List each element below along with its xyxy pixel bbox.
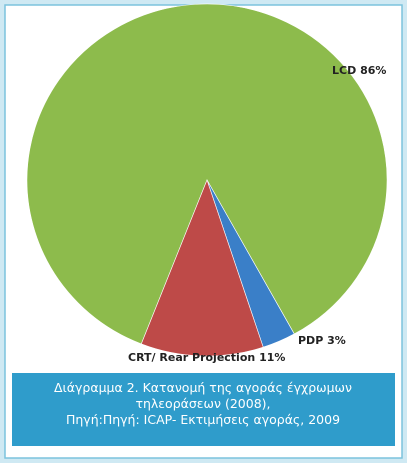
- pie: LCD 86% PDP 3% CRT/ Rear Projection 11%: [26, 3, 388, 364]
- slice-value-label: 3%: [327, 334, 346, 347]
- pie-slice: [26, 3, 388, 345]
- caption-box: [12, 373, 395, 446]
- pie-slice: [140, 179, 264, 357]
- slice-value-label: 11%: [259, 351, 285, 364]
- slice-label: LCD 86%: [332, 64, 386, 77]
- caption-line: Διάγραμμα 2. Κατανομή της αγοράς έγχρωμω…: [54, 380, 352, 395]
- slice-label: CRT/ Rear Projection 11%: [128, 351, 285, 364]
- slice-label: PDP 3%: [298, 334, 346, 347]
- slice-category: LCD: [332, 64, 356, 77]
- caption-line: τηλεοράσεων (2008),: [135, 396, 270, 411]
- slice-value-label: 86%: [360, 64, 386, 77]
- slice-category: PDP: [298, 334, 323, 347]
- slice-category: CRT/ Rear Projection: [128, 351, 255, 364]
- caption-line: Πηγή:Πηγή: ICAP- Εκτιμήσεις αγοράς, 2009: [66, 412, 340, 427]
